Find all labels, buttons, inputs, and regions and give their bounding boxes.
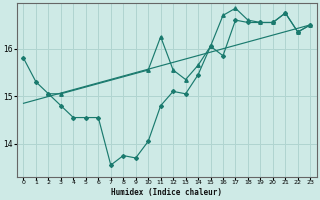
X-axis label: Humidex (Indice chaleur): Humidex (Indice chaleur) (111, 188, 222, 197)
